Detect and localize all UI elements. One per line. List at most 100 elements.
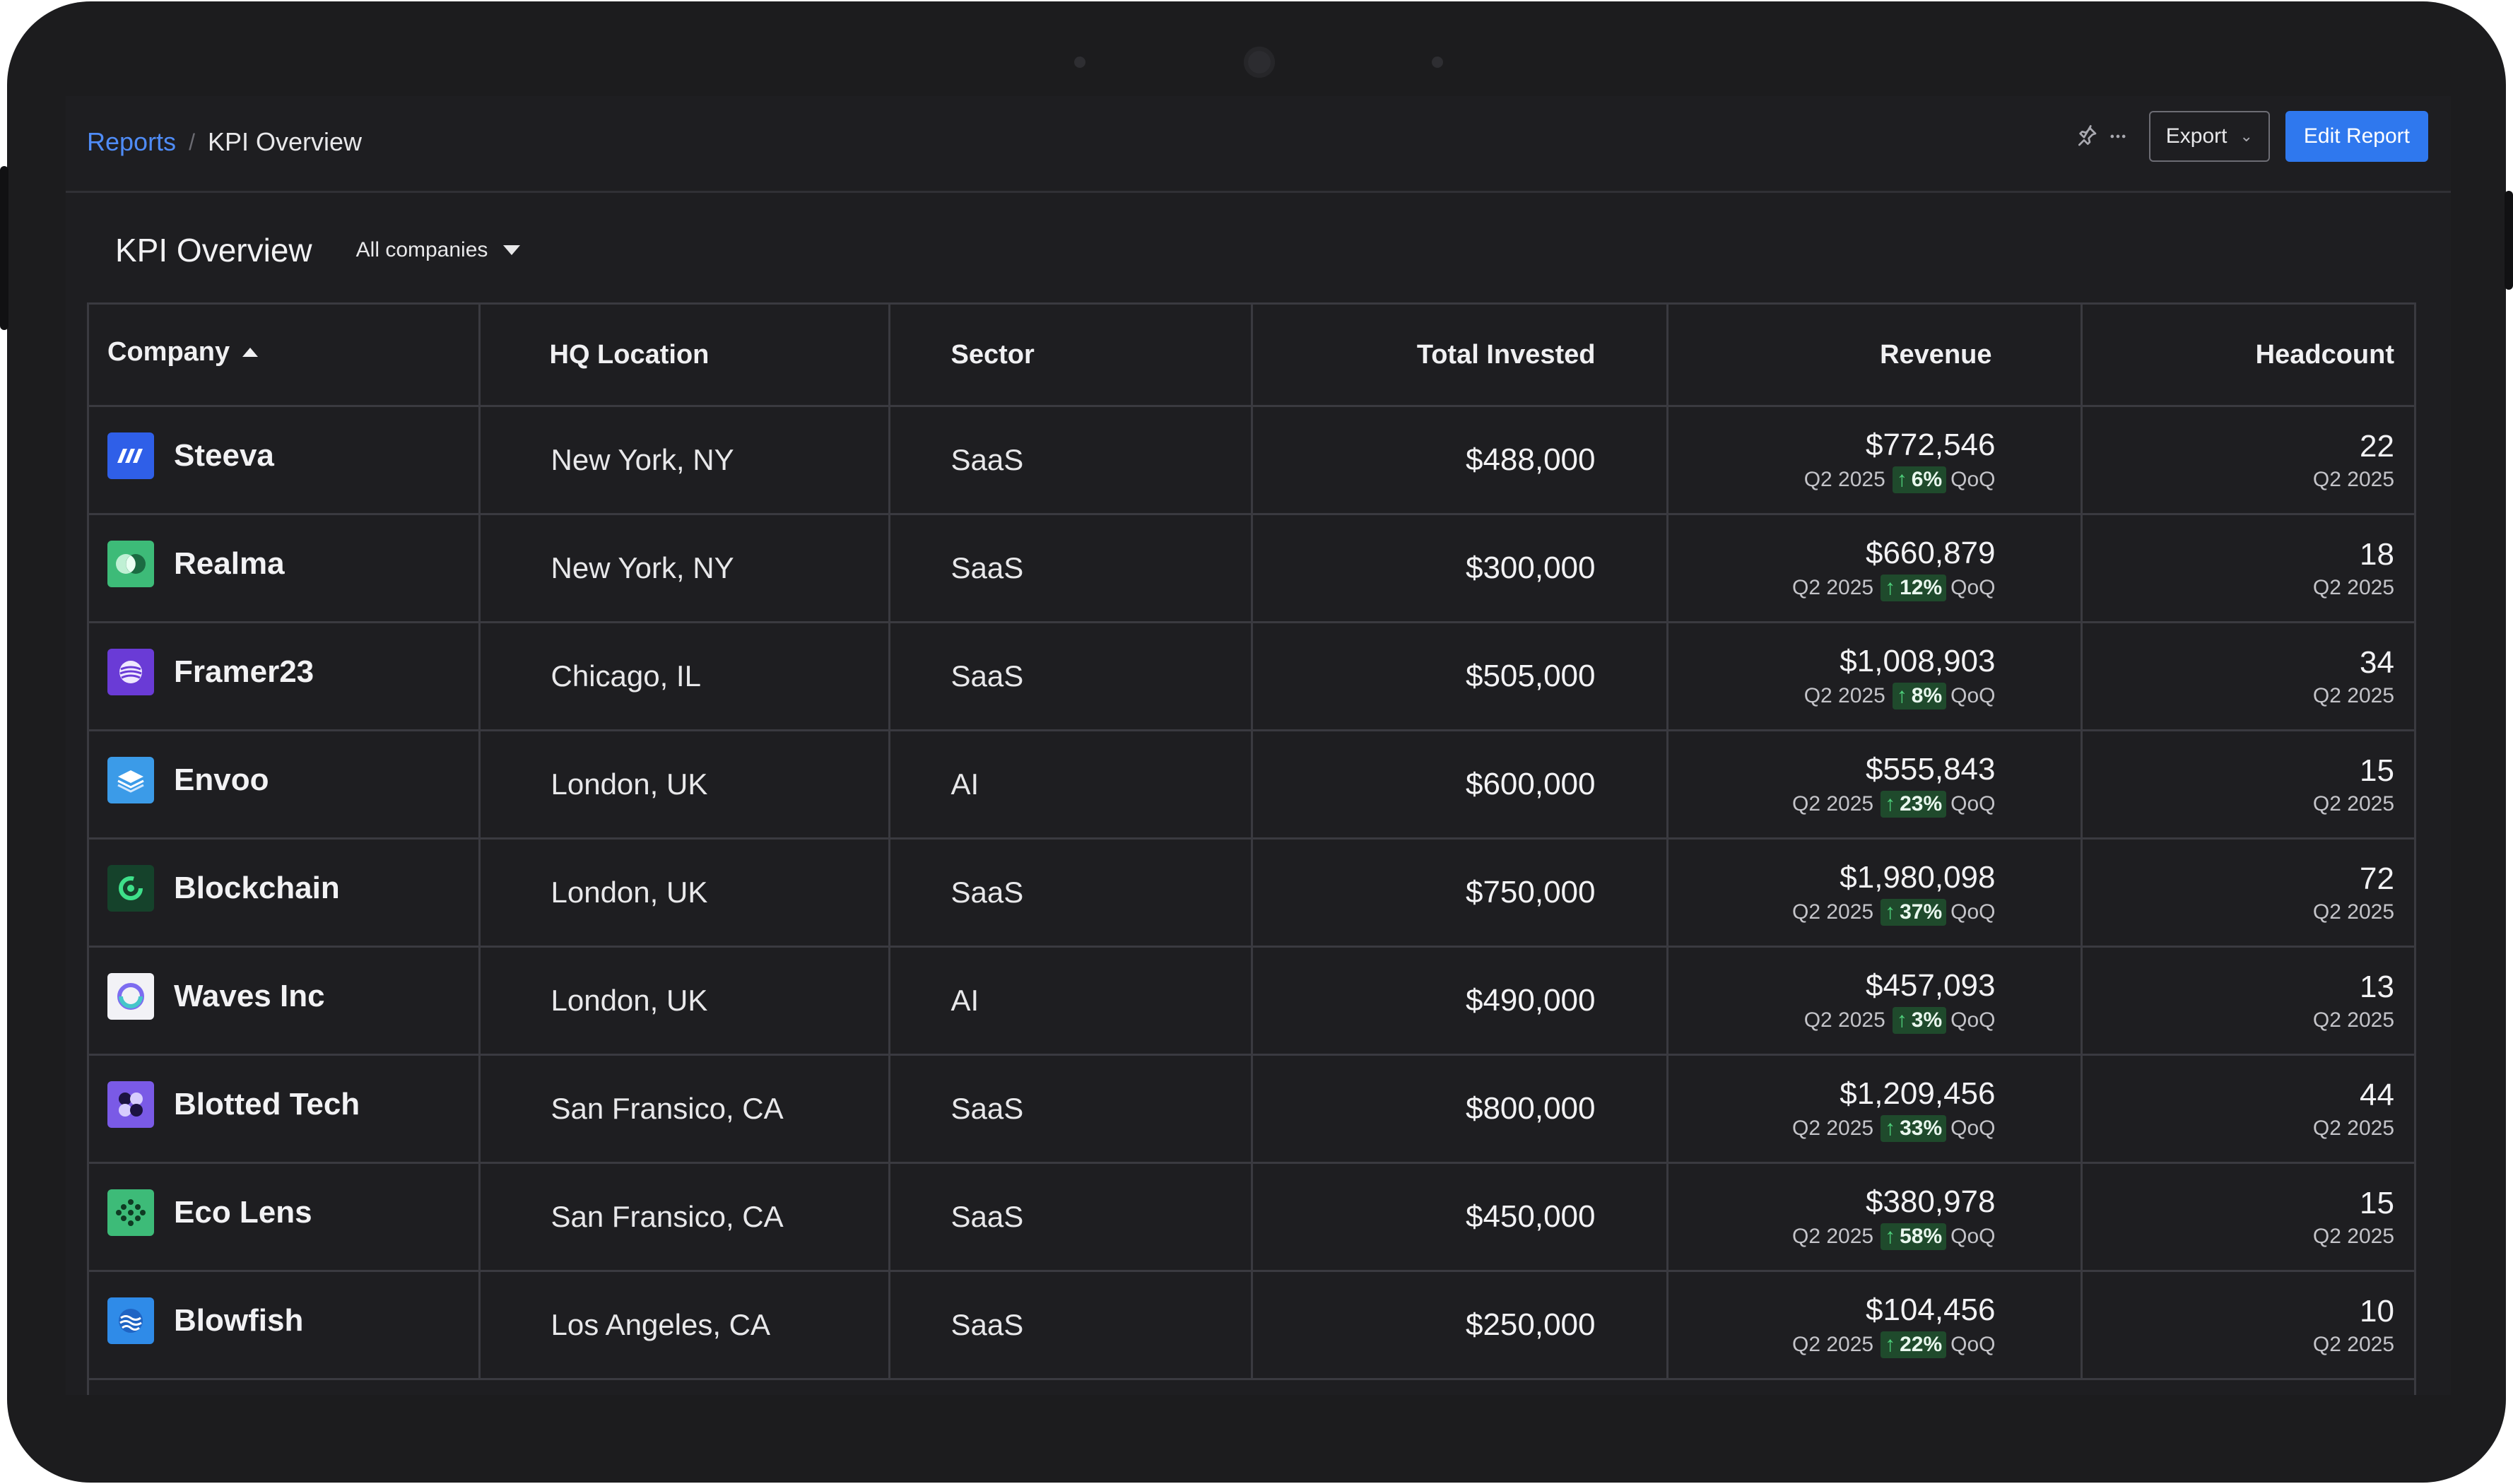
table-row[interactable]: Waves Inc London, UK AI $490,000 $457,093 Q2 …: [89, 946, 2414, 1056]
company-logo-icon: [107, 649, 154, 695]
total-invested-cell: $505,000: [1252, 622, 1669, 731]
company-name[interactable]: Blowfish: [174, 1303, 304, 1338]
revenue-period: Q2 2025: [1792, 792, 1874, 815]
company-cell[interactable]: Eco Lens: [89, 1162, 481, 1272]
company-name[interactable]: Framer23: [174, 654, 314, 689]
company-name[interactable]: Waves Inc: [174, 979, 325, 1013]
revenue-cell: $555,843 Q2 2025 ↑ 23% QoQ: [1667, 730, 2083, 840]
column-header-sector[interactable]: Sector: [889, 305, 1253, 407]
headcount-cell: 15 Q2 2025: [2081, 730, 2414, 840]
revenue-change-value: 37%: [1900, 900, 1943, 924]
revenue-subline: Q2 2025 ↑ 23% QoQ: [1669, 791, 1996, 818]
revenue-change-badge: ↑ 6%: [1892, 466, 1947, 493]
arrow-up-icon: ↑: [1885, 1225, 1896, 1248]
table-row[interactable]: Blockchain London, UK SaaS $750,000 $1,980,0…: [89, 838, 2414, 948]
revenue-change-label: QoQ: [1950, 576, 1996, 599]
company-cell[interactable]: Blotted Tech: [89, 1054, 481, 1164]
revenue-change-label: QoQ: [1950, 1008, 1996, 1032]
revenue-value: $1,008,903: [1840, 644, 1996, 678]
headcount-cell: 10 Q2 2025: [2081, 1271, 2414, 1380]
company-cell[interactable]: Steeva: [89, 406, 481, 515]
sector-cell: SaaS: [889, 838, 1253, 948]
arrow-up-icon: ↑: [1885, 1333, 1896, 1356]
company-cell[interactable]: Waves Inc: [89, 946, 481, 1056]
revenue-cell: $1,209,456 Q2 2025 ↑ 33% QoQ: [1667, 1054, 2083, 1164]
company-logo-icon: [107, 973, 154, 1020]
revenue-change-label: QoQ: [1950, 1225, 1996, 1248]
revenue-change-badge: ↑ 23%: [1881, 791, 1947, 818]
headcount-cell: 18 Q2 2025: [2081, 514, 2414, 623]
company-name[interactable]: Steeva: [174, 438, 274, 473]
revenue-change-value: 58%: [1900, 1225, 1943, 1248]
table-row[interactable]: Realma New York, NY SaaS $300,000 $660,879 Q2…: [89, 514, 2414, 623]
headcount-period: Q2 2025: [2312, 1008, 2394, 1032]
headcount-cell: 22 Q2 2025: [2081, 406, 2414, 515]
company-name[interactable]: Blockchain: [174, 871, 340, 905]
table-row[interactable]: Envoo London, UK AI $600,000 $555,843 Q2 2025…: [89, 730, 2414, 840]
sector-cell: SaaS: [889, 1271, 1253, 1380]
revenue-period: Q2 2025: [1803, 468, 1885, 491]
revenue-cell: $1,980,098 Q2 2025 ↑ 37% QoQ: [1667, 838, 2083, 948]
revenue-subline: Q2 2025 ↑ 37% QoQ: [1669, 899, 1996, 926]
total-invested-cell: $800,000: [1252, 1054, 1669, 1164]
revenue-cell: $660,879 Q2 2025 ↑ 12% QoQ: [1667, 514, 2083, 623]
headcount-value: 13: [2360, 970, 2394, 1004]
company-name[interactable]: Blotted Tech: [174, 1087, 360, 1121]
column-header-company[interactable]: Company: [89, 305, 481, 407]
revenue-change-value: 6%: [1911, 468, 1943, 491]
company-cell[interactable]: Blowfish: [89, 1271, 481, 1380]
column-header-location[interactable]: HQ Location: [479, 305, 890, 407]
revenue-period: Q2 2025: [1803, 1008, 1885, 1032]
headcount-value: 72: [2360, 861, 2394, 896]
company-logo-icon: [107, 432, 154, 479]
table-row[interactable]: Steeva New York, NY SaaS $488,000 $772,546 Q2…: [89, 406, 2414, 515]
revenue-change-badge: ↑ 58%: [1881, 1223, 1947, 1250]
edit-report-button[interactable]: Edit Report: [2285, 111, 2428, 162]
table-row[interactable]: Blotted Tech San Fransico, CA SaaS $800,000…: [89, 1054, 2414, 1164]
company-filter-dropdown[interactable]: All companies: [356, 238, 521, 262]
more-icon[interactable]: [2102, 121, 2134, 152]
company-name[interactable]: Realma: [174, 546, 285, 581]
sector-cell: AI: [889, 730, 1253, 840]
breadcrumb-current: KPI Overview: [207, 127, 363, 156]
company-name[interactable]: Eco Lens: [174, 1195, 312, 1230]
revenue-subline: Q2 2025 ↑ 6% QoQ: [1669, 466, 1996, 493]
sensor-dot-left: [1074, 57, 1085, 68]
arrow-up-icon: ↑: [1885, 576, 1896, 599]
revenue-subline: Q2 2025 ↑ 12% QoQ: [1669, 575, 1996, 601]
company-cell[interactable]: Framer23: [89, 622, 481, 731]
sector-cell: SaaS: [889, 1054, 1253, 1164]
company-cell[interactable]: Blockchain: [89, 838, 481, 948]
headcount-period: Q2 2025: [2312, 900, 2394, 924]
company-cell[interactable]: Realma: [89, 514, 481, 623]
export-button[interactable]: Export ⌄: [2148, 111, 2270, 162]
table-row[interactable]: Framer23 Chicago, IL SaaS $505,000 $1,008,90…: [89, 622, 2414, 731]
company-cell[interactable]: Envoo: [89, 730, 481, 840]
column-header-revenue[interactable]: Revenue: [1667, 305, 2083, 407]
revenue-cell: $1,008,903 Q2 2025 ↑ 8% QoQ: [1667, 622, 2083, 731]
company-name[interactable]: Envoo: [174, 762, 269, 797]
breadcrumb-separator: /: [189, 129, 195, 155]
headcount-value: 34: [2360, 645, 2394, 680]
revenue-cell: $380,978 Q2 2025 ↑ 58% QoQ: [1667, 1162, 2083, 1272]
headcount-cell: 15 Q2 2025: [2081, 1162, 2414, 1272]
headcount-value: 15: [2360, 1186, 2394, 1220]
breadcrumb-reports-link[interactable]: Reports: [87, 127, 177, 156]
pin-icon[interactable]: [2071, 121, 2102, 152]
total-invested-cell: $490,000: [1252, 946, 1669, 1056]
headcount-value: 44: [2360, 1078, 2394, 1112]
table-row[interactable]: Blowfish Los Angeles, CA SaaS $250,000 $104,…: [89, 1271, 2414, 1380]
revenue-value: $457,093: [1865, 968, 1996, 1003]
column-header-total-invested[interactable]: Total Invested: [1252, 305, 1669, 407]
table-row[interactable]: Eco Lens San Fransico, CA SaaS $450,000 $380…: [89, 1162, 2414, 1272]
headcount-cell: 44 Q2 2025: [2081, 1054, 2414, 1164]
revenue-change-badge: ↑ 22%: [1881, 1331, 1947, 1358]
column-header-headcount[interactable]: Headcount: [2081, 305, 2414, 407]
total-invested-cell: $450,000: [1252, 1162, 1669, 1272]
column-header-company-label: Company: [107, 336, 230, 367]
revenue-cell: $772,546 Q2 2025 ↑ 6% QoQ: [1667, 406, 2083, 515]
app-screen: Reports / KPI Overview Export ⌄ Edit Rep…: [66, 96, 2451, 1395]
sector-cell: SaaS: [889, 1162, 1253, 1272]
arrow-up-icon: ↑: [1896, 684, 1907, 707]
revenue-cell: $104,456 Q2 2025 ↑ 22% QoQ: [1667, 1271, 2083, 1380]
